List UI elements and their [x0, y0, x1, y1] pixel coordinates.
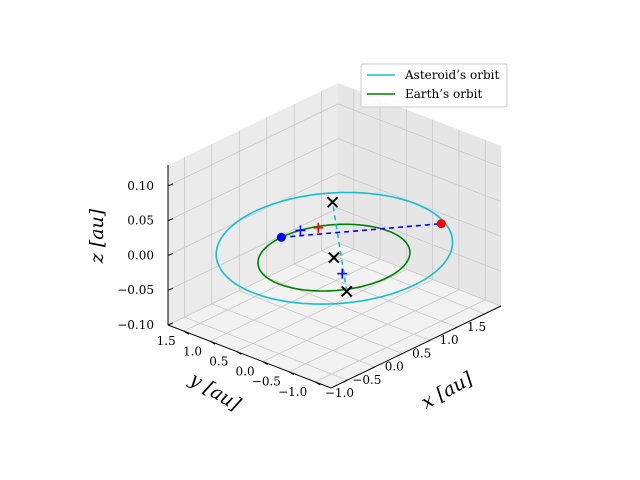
y-tick-2: [262, 361, 268, 366]
x-tick-4: [451, 326, 458, 331]
grid-floor-x-2: [239, 290, 403, 354]
y-tick-label-3: 0.5: [209, 354, 228, 368]
z-tick-3: [167, 218, 174, 222]
x-tick-label-3: 0.5: [412, 346, 431, 360]
grid-wall-z-a-1: [167, 207, 339, 291]
grid-floor-y-5: [183, 248, 354, 332]
orbit-curves: [215, 191, 454, 305]
legend: Asteroid’s orbit Earth’s orbit: [360, 63, 508, 108]
z-tick-1: [167, 287, 174, 291]
grid-wall-z-a-3: [167, 138, 339, 222]
cross-marker-stroke-b: [328, 251, 340, 264]
grid-floor-y-4: [209, 258, 381, 342]
grid-floor-y-3: [236, 269, 407, 352]
axes-panes: [168, 83, 501, 388]
x-tick-3: [424, 339, 430, 344]
z-axis-label: z [au]: [86, 208, 108, 264]
grid-floor-x-5: [321, 250, 485, 315]
grid-floor-y-2: [262, 279, 433, 362]
y-tick-label-2: 0.0: [236, 365, 255, 379]
grid-wall-z-b-0: [337, 242, 502, 307]
grid-wall-z-b-4: [337, 103, 502, 168]
y-tick-label-5: 1.5: [157, 334, 176, 348]
z-tick-label-0: −0.10: [117, 318, 154, 332]
dot-marker-1: [276, 232, 286, 242]
y-axis-line: [167, 324, 332, 389]
y-tick-5: [183, 330, 190, 335]
x-tick-5: [479, 313, 485, 317]
tick-marks: [167, 183, 485, 386]
grid-floor-x-0: [184, 316, 348, 381]
x-tick-label-5: 1.5: [467, 320, 486, 334]
dashed-segment-1: [331, 202, 348, 292]
legend-label-earth: Earth’s orbit: [405, 87, 482, 101]
grid-floor-y-0: [315, 299, 486, 383]
z-tick-0: [167, 322, 174, 326]
z-tick-2: [167, 252, 174, 256]
z-tick-4: [167, 183, 174, 187]
grid-floor-x-4: [293, 263, 458, 328]
point-markers: [276, 196, 446, 298]
y-tick-3: [236, 350, 242, 355]
x-tick-label-0: −1.0: [325, 386, 354, 400]
axis-lines: [167, 165, 502, 389]
tick-labels: −1.0−0.50.00.51.01.5−1.0−0.50.00.51.01.5…: [117, 179, 486, 400]
y-tick-0: [314, 381, 321, 386]
y-tick-4: [209, 340, 216, 345]
cross-marker-2: [326, 196, 339, 208]
cross-marker-stroke-b: [326, 196, 339, 208]
plus-marker-5: [295, 225, 306, 236]
y-tick-label-0: −1.0: [278, 385, 307, 399]
x-tick-0: [342, 379, 348, 384]
grid-wall-z-a-0: [167, 242, 339, 326]
legend-box: [360, 63, 508, 108]
grid-wall-z-b-1: [337, 207, 502, 272]
x-axis-label: x [au]: [418, 367, 477, 413]
x-tick-2: [397, 353, 403, 357]
x-tick-label-2: 0.0: [385, 360, 404, 374]
x-tick-1: [369, 366, 376, 370]
z-tick-label-3: 0.05: [127, 214, 154, 228]
z-tick-label-4: 0.10: [127, 179, 154, 193]
orbit-line-0: [215, 191, 454, 305]
z-tick-label-1: −0.05: [117, 283, 154, 297]
legend-label-asteroid: Asteroid’s orbit: [404, 68, 499, 82]
orbit-line-1: [257, 223, 411, 292]
plus-marker-7: [337, 268, 348, 279]
dot-marker-0: [436, 219, 446, 229]
floor-pane: [168, 243, 501, 388]
grid-floor-x-1: [211, 303, 376, 368]
grid-floor-y-1: [288, 289, 460, 373]
grid-wall-z-a-4: [167, 103, 339, 187]
cross-marker-stroke-b: [341, 285, 353, 298]
plus-marker-6: [313, 222, 324, 233]
grid-wall-z-a-2: [167, 173, 339, 256]
cross-marker-4: [341, 285, 353, 298]
x-tick-label-4: 1.0: [440, 333, 459, 347]
z-tick-label-2: 0.00: [127, 248, 154, 262]
cross-marker-3: [328, 251, 340, 264]
y-tick-1: [288, 371, 295, 376]
y-tick-label-4: 1.0: [183, 344, 202, 358]
x-axis-line: [330, 305, 502, 389]
grid-wall-z-b-3: [337, 138, 502, 203]
x-tick-label-1: −0.5: [352, 373, 381, 387]
back-pane-xz: [168, 83, 338, 325]
back-pane-yz: [338, 83, 501, 306]
y-tick-label-1: −0.5: [252, 375, 281, 389]
